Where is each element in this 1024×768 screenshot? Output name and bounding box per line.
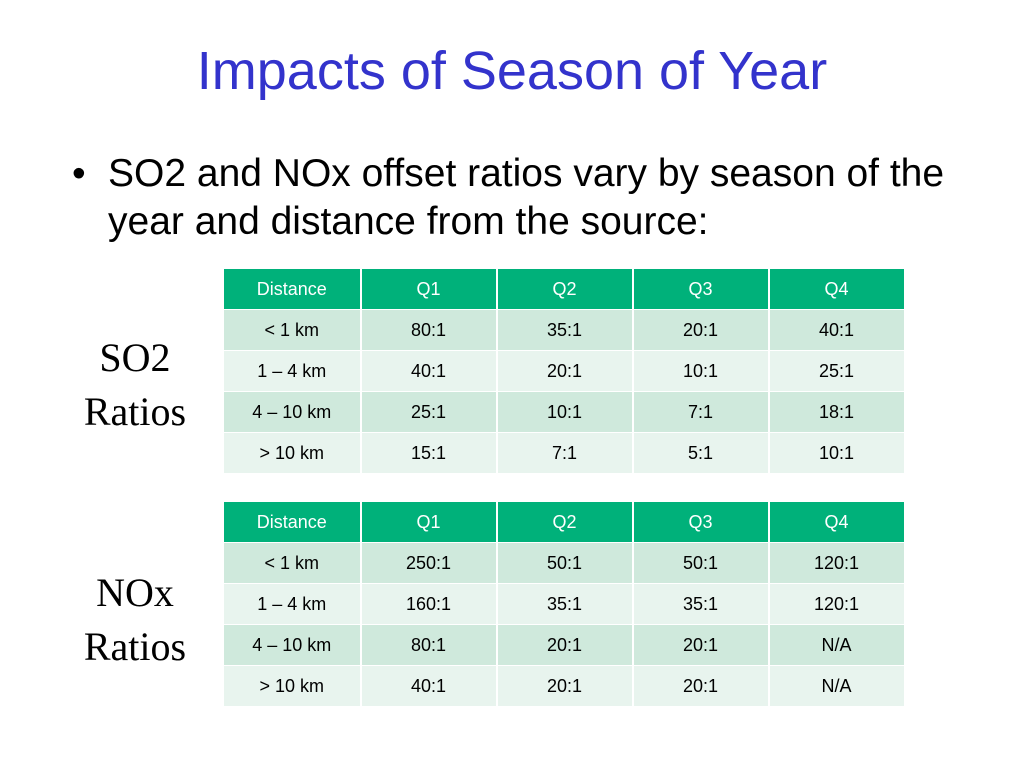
header-cell-q4: Q4 (768, 268, 906, 310)
table-cell: 25:1 (768, 350, 906, 392)
table-cell: 20:1 (496, 665, 634, 707)
so2-label-line2: Ratios (83, 389, 187, 434)
table-row: > 10 km 15:1 7:1 5:1 10:1 (223, 432, 906, 474)
table-cell: 40:1 (768, 309, 906, 351)
table-cell: N/A (768, 624, 906, 666)
header-cell-q2: Q2 (496, 268, 634, 310)
table-header-row: Distance Q1 Q2 Q3 Q4 (223, 501, 906, 543)
header-cell-q3: Q3 (632, 268, 770, 310)
table-cell: 15:1 (360, 432, 498, 474)
header-cell-distance: Distance (223, 268, 362, 310)
table-cell: 4 – 10 km (223, 624, 362, 666)
table-header-row: Distance Q1 Q2 Q3 Q4 (223, 268, 906, 310)
table-cell: 10:1 (768, 432, 906, 474)
table-cell: 50:1 (496, 542, 634, 584)
header-cell-q2: Q2 (496, 501, 634, 543)
so2-ratios-label: SO2 Ratios (40, 331, 230, 439)
table-cell: 250:1 (360, 542, 498, 584)
table-cell: 35:1 (496, 583, 634, 625)
table-row: < 1 km 80:1 35:1 20:1 40:1 (223, 309, 906, 351)
table-row: 1 – 4 km 40:1 20:1 10:1 25:1 (223, 350, 906, 392)
table-cell: > 10 km (223, 432, 362, 474)
table-cell: 7:1 (496, 432, 634, 474)
header-cell-q3: Q3 (632, 501, 770, 543)
table-cell: 80:1 (360, 309, 498, 351)
slide-title: Impacts of Season of Year (196, 41, 828, 101)
nox-label-line1: NOx (96, 570, 174, 615)
nox-ratio-table: Distance Q1 Q2 Q3 Q4 < 1 km 250:1 50:1 5… (223, 501, 906, 707)
header-cell-q1: Q1 (360, 501, 498, 543)
table-cell: < 1 km (223, 542, 362, 584)
table-cell: 1 – 4 km (223, 583, 362, 625)
table-cell: 40:1 (360, 350, 498, 392)
table-cell: 160:1 (360, 583, 498, 625)
header-cell-distance: Distance (223, 501, 362, 543)
table-row: 1 – 4 km 160:1 35:1 35:1 120:1 (223, 583, 906, 625)
table-cell: 10:1 (496, 391, 634, 433)
table-cell: 25:1 (360, 391, 498, 433)
table-cell: 120:1 (768, 542, 906, 584)
so2-ratio-table: Distance Q1 Q2 Q3 Q4 < 1 km 80:1 35:1 20… (223, 268, 906, 474)
bullet-text: SO2 and NOx offset ratios vary by season… (108, 152, 945, 243)
table-cell: 7:1 (632, 391, 770, 433)
table-row: < 1 km 250:1 50:1 50:1 120:1 (223, 542, 906, 584)
table-cell: 20:1 (632, 309, 770, 351)
table-cell: 1 – 4 km (223, 350, 362, 392)
table-cell: 4 – 10 km (223, 391, 362, 433)
table-cell: 10:1 (632, 350, 770, 392)
bullet-marker: • (72, 152, 86, 195)
table-cell: 40:1 (360, 665, 498, 707)
table-cell: > 10 km (223, 665, 362, 707)
table-cell: 20:1 (496, 350, 634, 392)
table-row: 4 – 10 km 25:1 10:1 7:1 18:1 (223, 391, 906, 433)
table-cell: 35:1 (496, 309, 634, 351)
table-cell: 120:1 (768, 583, 906, 625)
table-cell: 18:1 (768, 391, 906, 433)
table-cell: < 1 km (223, 309, 362, 351)
table-cell: 20:1 (632, 624, 770, 666)
table-cell: 20:1 (632, 665, 770, 707)
header-cell-q4: Q4 (768, 501, 906, 543)
table-row: 4 – 10 km 80:1 20:1 20:1 N/A (223, 624, 906, 666)
header-cell-q1: Q1 (360, 268, 498, 310)
table-cell: 35:1 (632, 583, 770, 625)
nox-ratios-label: NOx Ratios (40, 566, 230, 674)
nox-label-line2: Ratios (83, 624, 187, 669)
so2-label-line1: SO2 (99, 335, 171, 380)
table-row: > 10 km 40:1 20:1 20:1 N/A (223, 665, 906, 707)
table-cell: 5:1 (632, 432, 770, 474)
table-cell: 50:1 (632, 542, 770, 584)
table-cell: 80:1 (360, 624, 498, 666)
table-cell: N/A (768, 665, 906, 707)
table-cell: 20:1 (496, 624, 634, 666)
